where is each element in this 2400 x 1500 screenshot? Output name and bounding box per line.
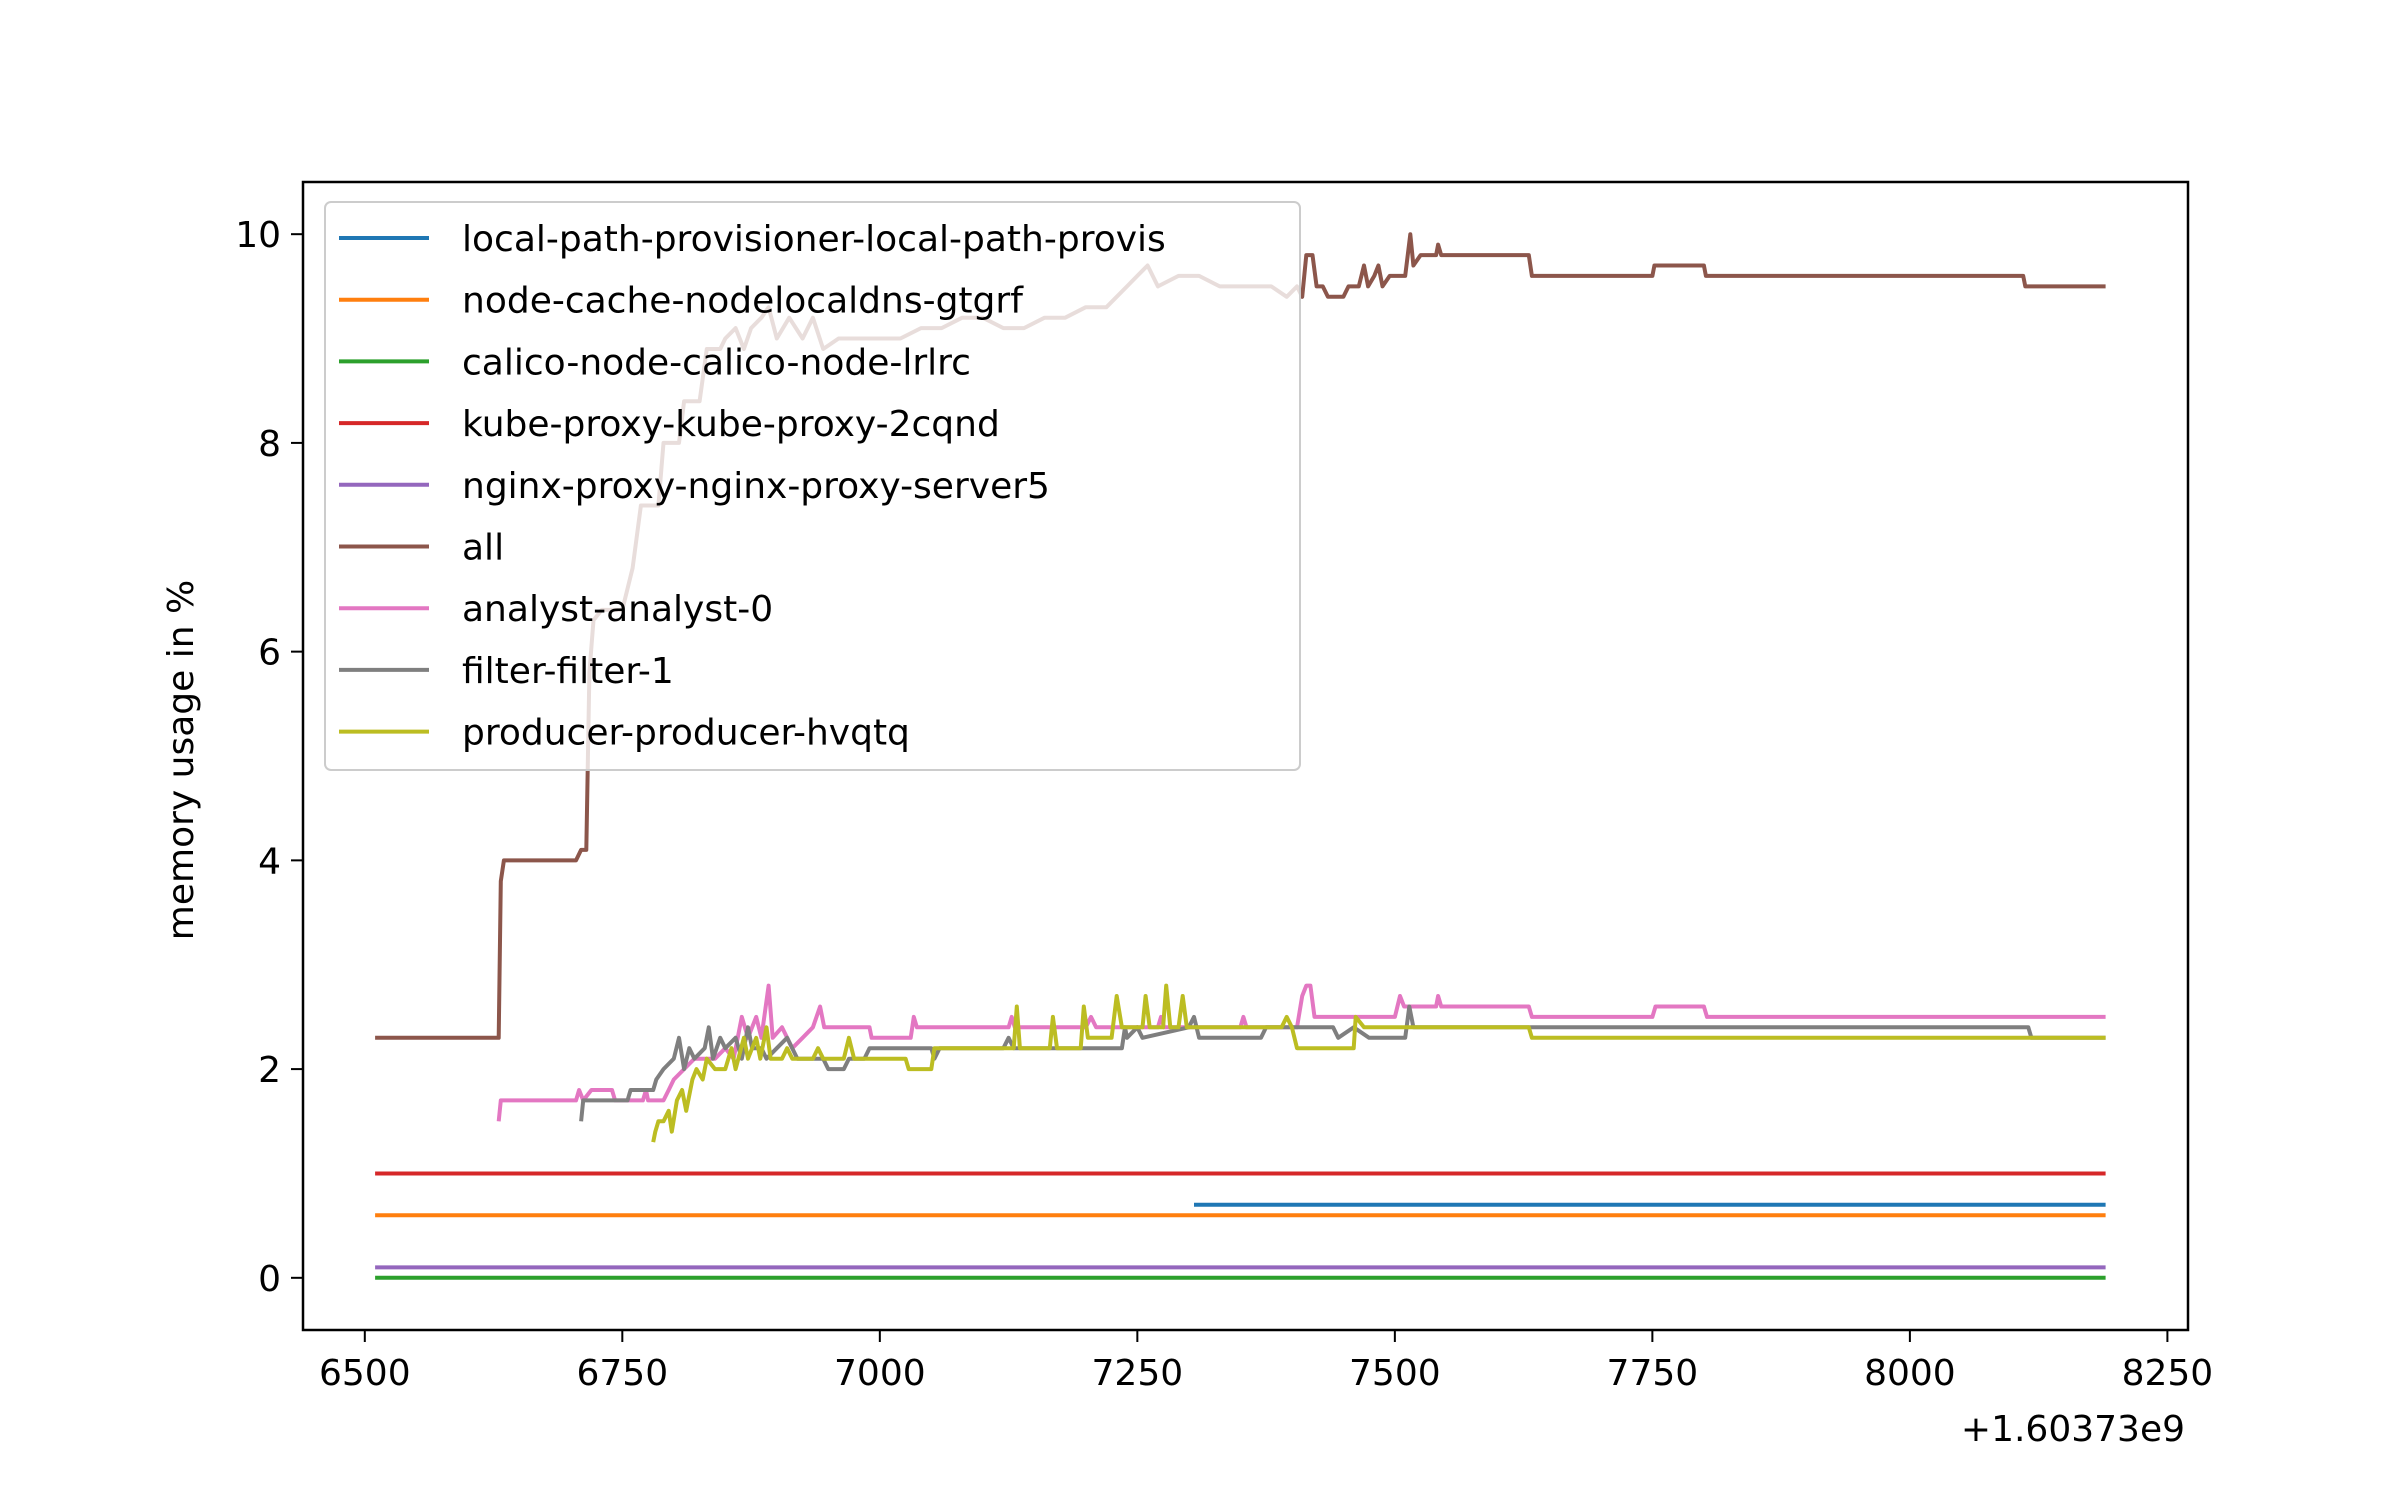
y-axis-label: memory usage in % xyxy=(161,580,202,940)
x-tick-label: 6750 xyxy=(577,1353,669,1394)
y-tick-label: 2 xyxy=(258,1050,281,1091)
x-tick-label: 6500 xyxy=(319,1353,411,1394)
x-tick-label: 7750 xyxy=(1607,1353,1699,1394)
x-tick-label: 8000 xyxy=(1864,1353,1956,1394)
legend-label-4: nginx-proxy-nginx-proxy-server5 xyxy=(462,466,1050,507)
legend-label-7: filter-filter-1 xyxy=(462,651,674,692)
legend-label-0: local-path-provisioner-local-path-provis xyxy=(462,219,1166,260)
series-line-7 xyxy=(581,1007,2106,1122)
y-tick-label: 10 xyxy=(235,215,281,256)
legend-label-6: analyst-analyst-0 xyxy=(462,589,773,630)
x-tick-label: 7500 xyxy=(1349,1353,1441,1394)
legend-label-2: calico-node-calico-node-lrlrc xyxy=(462,342,971,383)
legend-label-3: kube-proxy-kube-proxy-2cqnd xyxy=(462,404,1000,445)
y-tick-label: 8 xyxy=(258,424,281,465)
y-tick-label: 6 xyxy=(258,633,281,674)
legend-label-1: node-cache-nodelocaldns-gtgrf xyxy=(462,281,1024,322)
y-tick-label: 0 xyxy=(258,1259,281,1300)
legend-label-8: producer-producer-hvqtq xyxy=(462,713,910,754)
x-tick-label: 7000 xyxy=(834,1353,926,1394)
y-tick-label: 4 xyxy=(258,841,281,882)
series-line-8 xyxy=(653,986,2105,1143)
x-tick-label: 7250 xyxy=(1092,1353,1184,1394)
x-axis-offset-label: +1.60373e9 xyxy=(1961,1409,2185,1450)
legend: local-path-provisioner-local-path-provis… xyxy=(325,202,1300,770)
x-tick-label: 8250 xyxy=(2122,1353,2214,1394)
legend-label-5: all xyxy=(462,528,504,569)
